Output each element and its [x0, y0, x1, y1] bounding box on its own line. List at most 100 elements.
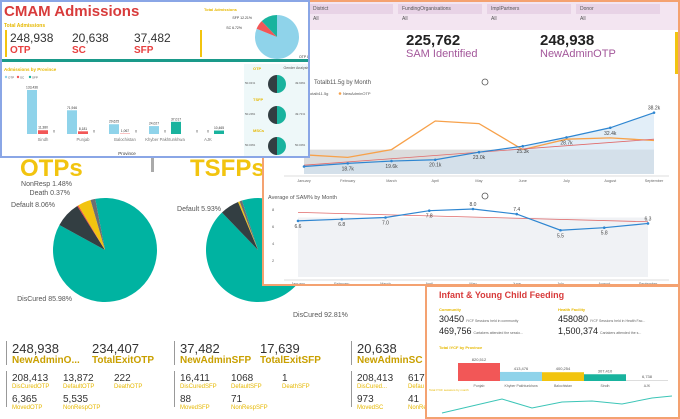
pie-slice[interactable]	[239, 200, 258, 250]
totalb-by-month-chart: Totalb11.5g by Month otalb11.5g NewAdminOT…	[284, 78, 669, 183]
legend-item: otalb11.5g	[310, 91, 328, 96]
data-point[interactable]	[471, 207, 475, 211]
divider	[174, 341, 175, 365]
drill-icon[interactable]	[481, 192, 489, 200]
data-point[interactable]	[302, 165, 306, 168]
data-point[interactable]	[559, 228, 562, 232]
data-point[interactable]	[565, 136, 568, 139]
kpi-value: 248,938	[540, 32, 595, 49]
bar[interactable]	[149, 126, 159, 134]
otp-pie[interactable]: NonResp 1.48% Death 0.37% Default 8.06% Dis…	[11, 181, 158, 303]
bar[interactable]	[27, 90, 37, 134]
data-label: 23.0k	[473, 155, 486, 161]
bar[interactable]	[109, 124, 119, 134]
data-label: 6.6	[295, 224, 302, 230]
series-newadminotp	[303, 120, 655, 159]
data-label: 7.8	[426, 214, 433, 220]
bar[interactable]	[626, 380, 668, 381]
iycf-title: Infant & Young Child Feeding	[439, 290, 565, 300]
divider	[351, 371, 352, 407]
pie-slice[interactable]	[59, 206, 105, 250]
data-point[interactable]	[427, 209, 431, 212]
kpi-label: NewAdminOTP	[540, 48, 616, 60]
pie-slice[interactable]	[53, 198, 158, 302]
total-exit-label: TotalExitSFP	[260, 355, 321, 366]
data-point[interactable]	[390, 159, 393, 163]
data-point[interactable]	[652, 111, 656, 114]
pie-slice[interactable]	[77, 205, 105, 250]
gender-pie[interactable]	[268, 106, 286, 124]
stat-value: 5,535	[63, 394, 89, 405]
bar-label: 307,410	[598, 368, 613, 373]
data-label: 19.6k	[385, 164, 398, 170]
pie-slice[interactable]	[261, 15, 277, 37]
stat-label: Defau	[408, 384, 425, 390]
bar[interactable]	[500, 371, 542, 381]
bar[interactable]	[38, 130, 48, 134]
bar[interactable]	[214, 130, 224, 134]
pie-slice[interactable]	[256, 21, 277, 37]
data-point[interactable]	[340, 217, 344, 221]
bar[interactable]	[542, 372, 584, 381]
y-tick-label: 2	[272, 258, 275, 263]
gender-right-value: 49.99%	[295, 81, 306, 85]
pie-slice[interactable]	[78, 200, 105, 250]
data-label: 28.7k	[560, 140, 573, 146]
data-point[interactable]	[602, 226, 606, 229]
data-point[interactable]	[646, 222, 650, 225]
pie-label: OTP 81.07%	[299, 55, 310, 59]
stat-value: 71	[231, 394, 243, 405]
drill-icon[interactable]	[481, 78, 489, 86]
data-point[interactable]	[346, 162, 350, 165]
stat-label: MovedOTP	[12, 405, 43, 411]
gender-pie[interactable]	[268, 75, 286, 93]
accent-bar	[675, 32, 678, 74]
bar[interactable]	[458, 363, 500, 381]
pie-slice[interactable]	[255, 15, 299, 60]
data-point[interactable]	[608, 126, 612, 130]
x-tick-label: June	[513, 282, 521, 286]
bar[interactable]	[78, 131, 88, 134]
data-point[interactable]	[296, 219, 300, 223]
stat-label: DisCured...	[357, 384, 388, 390]
filter-dropdown[interactable]: Donor All	[576, 4, 660, 28]
data-point[interactable]	[521, 144, 525, 148]
stat-label: MovedSFP	[180, 405, 210, 411]
bar[interactable]	[171, 121, 181, 134]
data-point[interactable]	[384, 216, 387, 219]
filter-dropdown[interactable]: FundingOrganisations All	[398, 4, 482, 28]
data-label: 7.4	[513, 207, 520, 213]
x-tick-label: Balochistan	[554, 384, 572, 388]
data-point[interactable]	[433, 158, 437, 162]
bar-label: 0	[53, 130, 55, 134]
gender-left-value: 50.00%	[245, 143, 256, 147]
x-axis-title: Province	[118, 151, 136, 156]
legend-item: NewAdminOTP	[343, 91, 371, 96]
gender-pie[interactable]	[268, 137, 286, 155]
iycf-sessions-line	[441, 395, 673, 414]
pie-slice[interactable]	[90, 198, 105, 250]
new-admin-value: 37,482	[180, 341, 220, 356]
x-tick-label: June	[519, 179, 527, 183]
iycf-value: 30450	[439, 314, 465, 324]
iycf-stat-row: 30450 IYCF Sessions held in community	[439, 314, 518, 324]
data-point[interactable]	[477, 150, 481, 154]
legend-item: SC	[20, 76, 25, 80]
filter-dropdown[interactable]: District All	[309, 4, 393, 28]
bar[interactable]	[67, 110, 77, 134]
bar-label: 24,027	[149, 122, 159, 126]
legend-item: OTP	[8, 76, 14, 80]
bar[interactable]	[584, 374, 626, 381]
gender-left-value: 50.01%	[245, 81, 256, 85]
stat-label: NonRespSFP	[231, 405, 268, 411]
total-admissions-pie[interactable]: OTP 81.07% SC 6.72% SFP 12.21%	[202, 10, 310, 60]
data-label: 25.3k	[517, 149, 530, 155]
kpi-label: SFP	[134, 45, 154, 56]
pie-slice[interactable]	[238, 201, 258, 250]
new-admin-value: 248,938	[12, 341, 59, 356]
pie-slice[interactable]	[221, 201, 258, 250]
trend-line	[297, 212, 649, 223]
stat-value: 41	[408, 394, 420, 405]
data-point[interactable]	[515, 212, 519, 216]
filter-dropdown[interactable]: ImplPartners All	[487, 4, 571, 28]
